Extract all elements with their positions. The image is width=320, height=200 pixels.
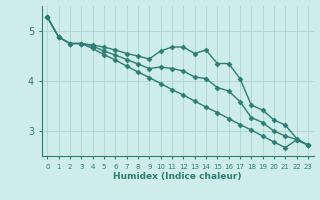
X-axis label: Humidex (Indice chaleur): Humidex (Indice chaleur): [113, 172, 242, 181]
